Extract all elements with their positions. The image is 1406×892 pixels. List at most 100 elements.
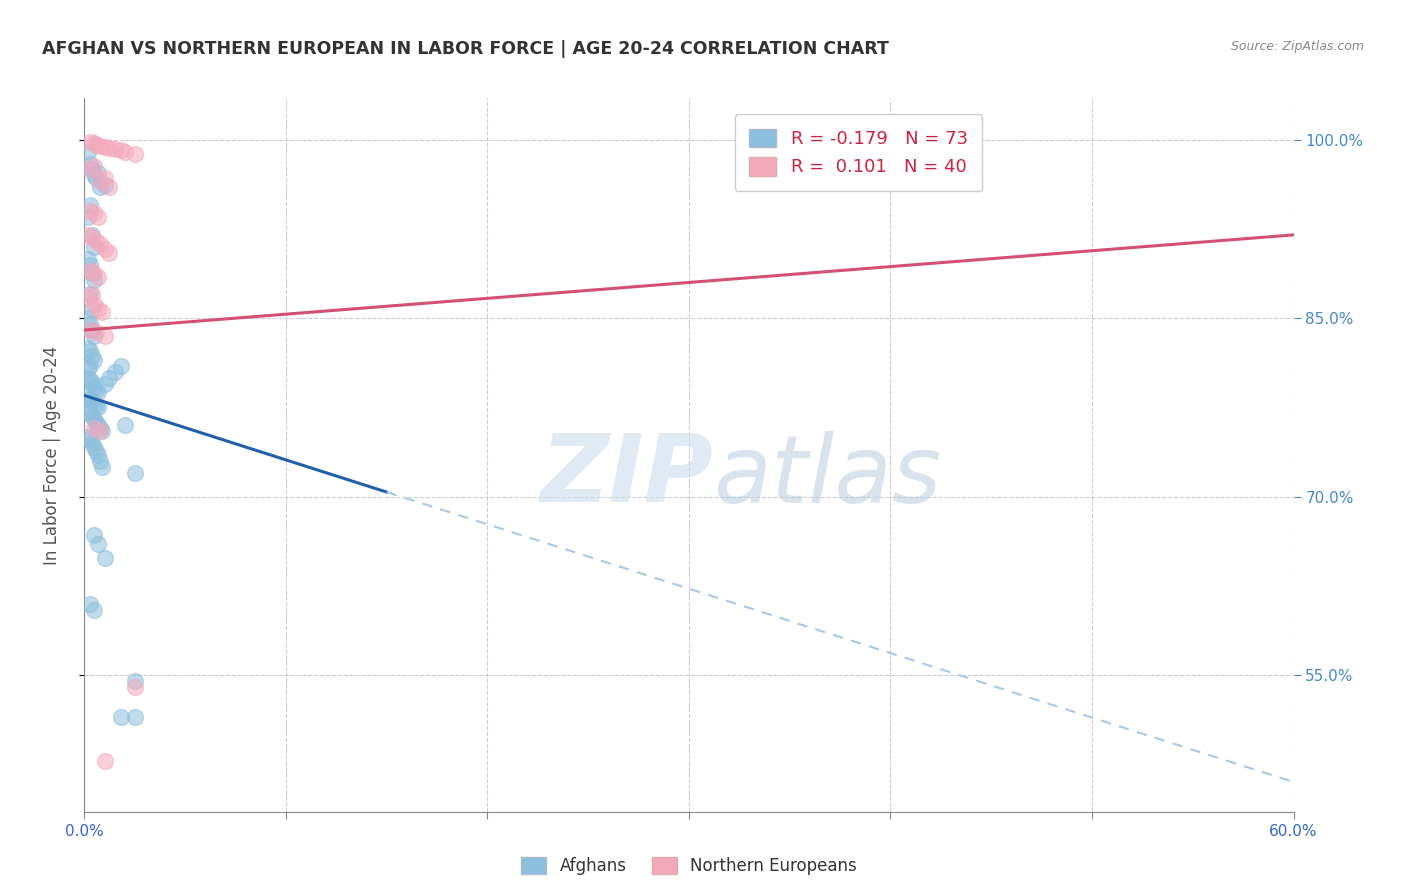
- Point: [87, 210, 110, 224]
- Point: [89, 454, 111, 468]
- Point: [110, 709, 132, 723]
- Point: [82, 266, 104, 280]
- Point: [86, 137, 108, 152]
- Point: [83, 397, 105, 411]
- Point: [110, 144, 132, 158]
- Point: [79, 373, 101, 387]
- Point: [83, 136, 105, 151]
- Point: [77, 341, 100, 355]
- Point: [77, 145, 100, 159]
- Point: [83, 412, 105, 426]
- Point: [79, 156, 101, 170]
- Point: [77, 388, 100, 402]
- Point: [83, 240, 105, 254]
- Point: [83, 420, 105, 434]
- Point: [114, 418, 136, 433]
- Point: [82, 162, 104, 177]
- Point: [77, 252, 100, 266]
- Text: AFGHAN VS NORTHERN EUROPEAN IN LABOR FORCE | AGE 20-24 CORRELATION CHART: AFGHAN VS NORTHERN EUROPEAN IN LABOR FOR…: [42, 40, 889, 58]
- Point: [91, 459, 114, 474]
- Point: [87, 418, 110, 433]
- Point: [86, 326, 108, 340]
- Point: [124, 673, 146, 688]
- Point: [93, 551, 115, 566]
- Point: [82, 349, 104, 363]
- Point: [83, 602, 105, 616]
- Point: [114, 145, 136, 159]
- Point: [77, 370, 100, 384]
- Point: [79, 597, 101, 611]
- Point: [83, 169, 105, 183]
- Legend: Afghans, Northern Europeans: Afghans, Northern Europeans: [515, 850, 863, 882]
- Point: [97, 141, 120, 155]
- Point: [83, 380, 105, 394]
- Point: [124, 680, 146, 694]
- Point: [79, 317, 101, 331]
- Point: [97, 245, 120, 260]
- Point: [89, 138, 111, 153]
- Point: [97, 180, 120, 194]
- Point: [87, 301, 110, 316]
- Point: [79, 263, 101, 277]
- Point: [83, 206, 105, 220]
- Point: [77, 290, 100, 304]
- Point: [79, 392, 101, 406]
- Point: [82, 230, 104, 244]
- Point: [124, 466, 146, 480]
- Point: [89, 174, 111, 188]
- Point: [83, 352, 105, 367]
- Point: [89, 424, 111, 438]
- Point: [79, 258, 101, 272]
- Point: [86, 170, 108, 185]
- Point: [83, 297, 105, 311]
- Point: [87, 269, 110, 284]
- Point: [83, 527, 105, 541]
- Point: [82, 376, 104, 390]
- Text: atlas: atlas: [713, 431, 942, 522]
- Point: [86, 416, 108, 430]
- Point: [93, 170, 115, 185]
- Point: [79, 287, 101, 301]
- Point: [77, 227, 100, 242]
- Point: [93, 178, 115, 192]
- Point: [86, 444, 108, 458]
- Point: [89, 237, 111, 252]
- Point: [91, 424, 114, 438]
- Point: [124, 147, 146, 161]
- Text: ZIP: ZIP: [540, 430, 713, 523]
- Point: [93, 140, 115, 154]
- Point: [83, 266, 105, 280]
- Point: [83, 440, 105, 454]
- Point: [83, 329, 105, 343]
- Point: [83, 159, 105, 173]
- Point: [86, 383, 108, 397]
- Point: [77, 210, 100, 224]
- Point: [82, 436, 104, 450]
- Point: [79, 433, 101, 447]
- Point: [79, 344, 101, 359]
- Point: [86, 234, 108, 248]
- Point: [89, 420, 111, 434]
- Point: [82, 323, 104, 337]
- Point: [87, 401, 110, 415]
- Point: [93, 242, 115, 256]
- Point: [110, 359, 132, 373]
- Point: [124, 709, 146, 723]
- Point: [93, 754, 115, 768]
- Point: [79, 323, 101, 337]
- Point: [77, 404, 100, 418]
- Point: [77, 311, 100, 326]
- Point: [82, 409, 104, 423]
- Point: [79, 204, 101, 219]
- Point: [79, 198, 101, 212]
- Point: [93, 376, 115, 391]
- Point: [82, 301, 104, 316]
- Text: Source: ZipAtlas.com: Source: ZipAtlas.com: [1230, 40, 1364, 54]
- Point: [79, 406, 101, 420]
- Point: [104, 142, 127, 156]
- Point: [87, 384, 110, 399]
- Point: [79, 135, 101, 149]
- Point: [77, 361, 100, 376]
- Point: [79, 162, 101, 177]
- Point: [87, 537, 110, 551]
